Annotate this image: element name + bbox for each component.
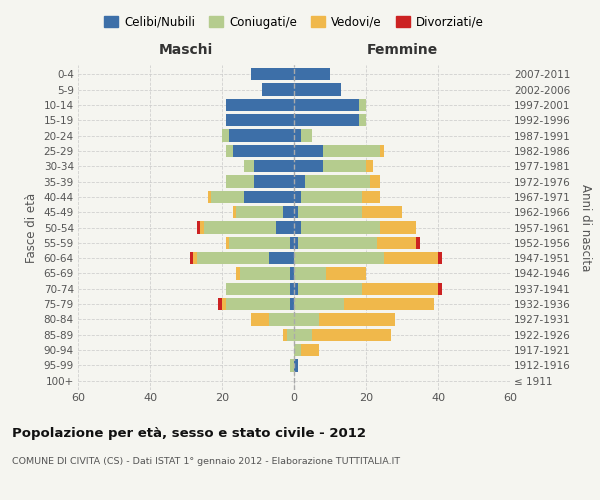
Bar (416, 236, 420, 249)
Bar (294, 360, 298, 372)
Bar (294, 282, 298, 295)
Bar (326, 268, 366, 280)
Bar (208, 190, 211, 203)
Text: Popolazione per età, sesso e stato civile - 2012: Popolazione per età, sesso e stato civil… (12, 428, 366, 440)
Bar (319, 314, 395, 326)
Bar (294, 114, 359, 126)
Bar (197, 222, 200, 234)
Bar (269, 252, 294, 264)
Bar (254, 176, 294, 188)
Bar (294, 314, 319, 326)
Bar (211, 190, 244, 203)
Bar (229, 130, 294, 141)
Bar (294, 344, 301, 356)
Bar (290, 298, 294, 310)
Bar (377, 236, 416, 249)
Bar (438, 252, 442, 264)
Bar (344, 298, 434, 310)
Bar (244, 160, 254, 172)
Bar (362, 190, 380, 203)
Bar (438, 282, 442, 295)
Bar (283, 328, 287, 341)
Bar (233, 206, 236, 218)
Bar (294, 252, 384, 264)
Bar (287, 328, 294, 341)
Bar (294, 236, 298, 249)
Bar (236, 268, 240, 280)
Bar (262, 84, 294, 96)
Bar (380, 144, 384, 157)
Bar (276, 222, 294, 234)
Bar (269, 314, 294, 326)
Bar (283, 206, 294, 218)
Bar (218, 298, 222, 310)
Bar (226, 114, 294, 126)
Bar (200, 222, 204, 234)
Bar (294, 130, 301, 141)
Text: COMUNE DI CIVITA (CS) - Dati ISTAT 1° gennaio 2012 - Elaborazione TUTTITALIA.IT: COMUNE DI CIVITA (CS) - Dati ISTAT 1° ge… (12, 458, 400, 466)
Bar (251, 314, 269, 326)
Bar (370, 176, 380, 188)
Bar (204, 222, 276, 234)
Bar (226, 298, 290, 310)
Bar (294, 190, 301, 203)
Y-axis label: Anni di nascita: Anni di nascita (579, 184, 592, 271)
Text: Femmine: Femmine (367, 44, 437, 58)
Bar (294, 222, 301, 234)
Bar (359, 98, 366, 111)
Bar (301, 190, 362, 203)
Bar (244, 190, 294, 203)
Bar (240, 268, 290, 280)
Bar (236, 206, 283, 218)
Bar (294, 160, 323, 172)
Bar (301, 130, 312, 141)
Bar (362, 206, 402, 218)
Bar (222, 130, 229, 141)
Bar (226, 282, 290, 295)
Bar (290, 268, 294, 280)
Bar (290, 360, 294, 372)
Bar (193, 252, 197, 264)
Bar (305, 176, 370, 188)
Bar (226, 98, 294, 111)
Bar (294, 68, 330, 80)
Bar (298, 236, 377, 249)
Bar (294, 144, 323, 157)
Bar (222, 298, 226, 310)
Bar (294, 84, 341, 96)
Bar (380, 222, 416, 234)
Bar (301, 222, 380, 234)
Bar (226, 236, 229, 249)
Bar (298, 282, 362, 295)
Legend: Celibi/Nubili, Coniugati/e, Vedovi/e, Divorziati/e: Celibi/Nubili, Coniugati/e, Vedovi/e, Di… (99, 11, 489, 34)
Bar (226, 176, 254, 188)
Bar (229, 236, 290, 249)
Bar (290, 236, 294, 249)
Bar (323, 144, 380, 157)
Bar (290, 282, 294, 295)
Bar (384, 252, 438, 264)
Text: Maschi: Maschi (159, 44, 213, 58)
Bar (366, 160, 373, 172)
Bar (359, 114, 366, 126)
Bar (301, 344, 319, 356)
Bar (294, 268, 326, 280)
Bar (226, 144, 233, 157)
Bar (251, 68, 294, 80)
Bar (294, 98, 359, 111)
Bar (362, 282, 438, 295)
Bar (294, 328, 312, 341)
Bar (312, 328, 391, 341)
Bar (294, 298, 344, 310)
Bar (254, 160, 294, 172)
Bar (298, 206, 362, 218)
Bar (233, 144, 294, 157)
Bar (323, 160, 366, 172)
Bar (294, 206, 298, 218)
Bar (294, 176, 305, 188)
Bar (190, 252, 193, 264)
Bar (197, 252, 269, 264)
Y-axis label: Fasce di età: Fasce di età (25, 192, 38, 262)
